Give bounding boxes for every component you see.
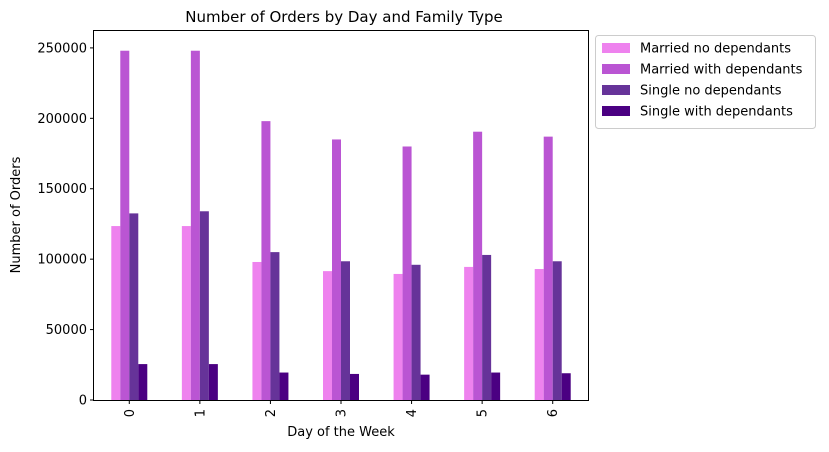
bar (552, 261, 562, 400)
bar (208, 364, 218, 400)
x-tick-label: 6 (546, 409, 561, 417)
bar (341, 261, 350, 400)
bar (181, 226, 191, 400)
legend-swatch (602, 85, 630, 95)
bar (323, 271, 332, 400)
legend-box (595, 35, 816, 129)
x-tick-label: 2 (264, 409, 279, 417)
bar (190, 50, 200, 400)
x-tick-label: 0 (123, 409, 138, 417)
chart-title: Number of Orders by Day and Family Type (185, 8, 503, 26)
legend-swatch (602, 64, 630, 74)
y-axis-label: Number of Orders (9, 156, 24, 273)
x-axis: 0 1 2 3 4 5 6 (123, 400, 561, 417)
legend-label: Single with dependants (640, 105, 793, 120)
bar (411, 264, 421, 400)
legend-swatch (602, 106, 630, 116)
legend-label: Married with dependants (640, 63, 803, 78)
legend-swatch (602, 43, 630, 53)
y-tick-label: 0 (79, 394, 87, 409)
y-tick-label: 250000 (37, 41, 87, 56)
bar (402, 146, 412, 400)
bar (473, 131, 483, 400)
legend: Married no dependants Married with depend… (595, 35, 816, 129)
x-tick-label: 5 (476, 409, 491, 417)
plot-frame (93, 30, 589, 401)
bars (111, 50, 571, 400)
y-axis: 0 50000 100000 150000 200000 250000 (37, 41, 94, 409)
legend-label: Married no dependants (640, 42, 791, 57)
bar (482, 254, 492, 400)
bar (393, 273, 403, 400)
bar (270, 252, 280, 400)
y-tick-label: 200000 (37, 112, 87, 127)
bar (491, 372, 501, 400)
legend-label: Single no dependants (640, 84, 782, 99)
x-axis-label: Day of the Week (287, 425, 395, 440)
bar (120, 50, 130, 400)
bar (420, 374, 430, 400)
y-tick-label: 50000 (46, 323, 87, 338)
bar (199, 211, 209, 400)
bar (279, 372, 289, 400)
bar (332, 139, 341, 400)
bar (464, 266, 474, 400)
x-tick-label: 3 (335, 409, 350, 417)
y-tick-label: 100000 (37, 253, 87, 268)
bar (561, 373, 571, 400)
bar (129, 213, 139, 400)
bar (111, 226, 121, 400)
bar (350, 373, 359, 400)
bar (252, 261, 262, 400)
bar (261, 121, 271, 400)
bar (543, 136, 553, 400)
x-tick-label: 4 (405, 409, 420, 417)
bar (138, 364, 148, 400)
y-tick-label: 150000 (37, 182, 87, 197)
bar (534, 269, 544, 400)
x-tick-label: 1 (193, 409, 208, 417)
